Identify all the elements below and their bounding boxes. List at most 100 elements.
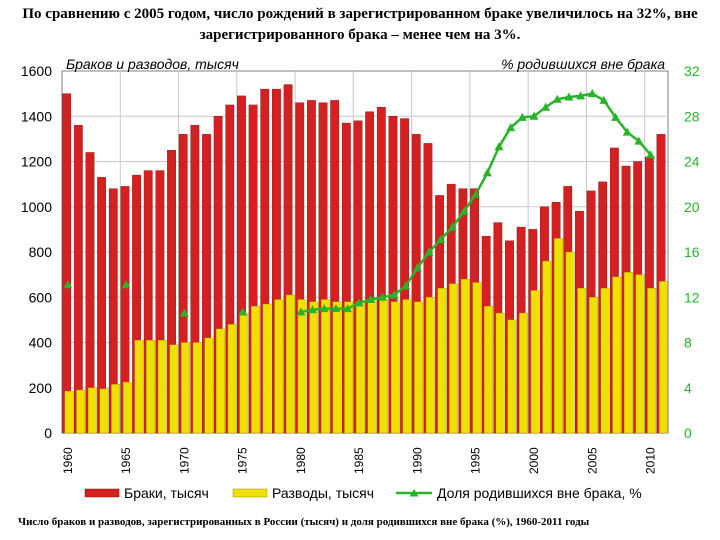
point-out-of-wedlock xyxy=(179,308,189,317)
point-out-of-wedlock xyxy=(354,298,364,307)
x-tick-label: 1960 xyxy=(61,447,75,474)
legend-label-marriages: Браки, тысяч xyxy=(124,485,209,501)
point-out-of-wedlock xyxy=(552,94,562,103)
bar-divorces xyxy=(600,288,610,434)
bars xyxy=(62,84,668,434)
y-left-tick-label: 200 xyxy=(29,380,53,396)
bar-divorces xyxy=(297,299,307,434)
x-tick-label: 1970 xyxy=(177,447,191,474)
slide-title: По сравнению с 2005 годом, число рождени… xyxy=(22,6,698,43)
bar-divorces xyxy=(414,301,424,434)
legend-label-out-of-wedlock: Доля родившихся вне брака, % xyxy=(437,485,642,501)
bar-divorces xyxy=(216,328,225,434)
out-of-wedlock-line xyxy=(63,89,656,317)
legend-swatch-marriages xyxy=(84,488,120,498)
y-left-tick-label: 1000 xyxy=(21,199,52,215)
bar-divorces xyxy=(204,337,214,434)
bar-divorces xyxy=(274,299,284,434)
point-out-of-wedlock xyxy=(319,304,329,313)
x-tick-label: 1995 xyxy=(469,447,483,474)
bar-divorces xyxy=(449,283,458,434)
bar-divorces xyxy=(379,299,389,434)
bar-marriages xyxy=(73,125,83,434)
right-axis-title: % родившихся вне брака xyxy=(501,56,665,72)
point-out-of-wedlock xyxy=(611,112,621,121)
x-tick-label: 1980 xyxy=(294,447,308,474)
point-out-of-wedlock xyxy=(343,304,353,313)
bar-divorces xyxy=(425,297,435,434)
bar-divorces xyxy=(495,312,505,434)
bar-divorces xyxy=(239,312,249,434)
bar-divorces xyxy=(146,340,155,434)
point-out-of-wedlock xyxy=(564,92,574,101)
point-out-of-wedlock xyxy=(541,102,551,111)
legend-label-divorces: Разводы, тысяч xyxy=(272,485,374,501)
y-right-tick-label: 28 xyxy=(684,108,700,124)
point-out-of-wedlock xyxy=(494,142,504,151)
bar-divorces xyxy=(87,387,97,434)
point-out-of-wedlock xyxy=(401,281,411,290)
point-out-of-wedlock xyxy=(634,136,644,145)
x-tick-label: 1990 xyxy=(410,447,424,474)
y-left-tick-label: 0 xyxy=(44,425,52,441)
bar-divorces xyxy=(134,340,144,434)
bar-divorces xyxy=(577,288,587,434)
bar-divorces xyxy=(99,388,109,434)
bar-divorces xyxy=(367,299,377,434)
x-tick-label: 2000 xyxy=(527,447,541,474)
bar-divorces xyxy=(437,288,447,434)
bar-divorces xyxy=(262,303,272,434)
bar-divorces xyxy=(344,301,354,434)
bar-divorces xyxy=(76,389,86,434)
bar-divorces xyxy=(157,340,167,434)
x-tick-label: 1975 xyxy=(236,447,250,474)
chart-caption: Число браков и разводов, зарегистрирован… xyxy=(18,516,590,528)
bar-divorces xyxy=(181,342,190,434)
bar-divorces xyxy=(484,306,493,434)
bar-divorces xyxy=(460,278,470,434)
point-out-of-wedlock xyxy=(389,290,399,299)
point-out-of-wedlock xyxy=(587,89,597,98)
bar-divorces xyxy=(658,281,668,434)
x-tick-label: 1965 xyxy=(119,447,133,474)
left-axis-title: Браков и разводов, тысяч xyxy=(66,56,239,72)
bar-divorces xyxy=(472,282,482,434)
x-tick-label: 2005 xyxy=(585,447,599,474)
y-left-tick-label: 800 xyxy=(29,244,53,260)
bar-divorces xyxy=(647,288,657,434)
point-out-of-wedlock xyxy=(308,305,318,314)
point-out-of-wedlock xyxy=(506,123,516,132)
x-tick-label: 2010 xyxy=(644,447,658,474)
bar-divorces xyxy=(64,390,74,434)
y-left-tick-label: 1200 xyxy=(21,154,52,170)
y-right-tick-label: 20 xyxy=(684,199,700,215)
bar-divorces xyxy=(111,384,121,434)
bar-divorces xyxy=(355,301,365,434)
bar-divorces xyxy=(309,301,319,434)
point-out-of-wedlock xyxy=(331,304,341,313)
bar-divorces xyxy=(612,276,622,434)
legend-triangle-marker xyxy=(409,489,419,497)
y-left-tick-label: 1600 xyxy=(21,63,52,79)
point-out-of-wedlock xyxy=(412,263,422,272)
y-right-tick-label: 12 xyxy=(684,289,700,305)
bar-divorces xyxy=(565,251,575,434)
y-right-tick-label: 0 xyxy=(684,425,692,441)
point-out-of-wedlock xyxy=(436,235,446,244)
bar-divorces xyxy=(227,324,237,434)
point-out-of-wedlock xyxy=(447,222,457,231)
point-out-of-wedlock xyxy=(599,95,609,104)
point-out-of-wedlock xyxy=(121,280,131,289)
point-out-of-wedlock xyxy=(529,111,539,120)
bar-divorces xyxy=(554,238,563,434)
x-tick-label: 1985 xyxy=(352,447,366,474)
bar-divorces xyxy=(519,312,528,434)
bar-marriages xyxy=(62,93,72,434)
point-out-of-wedlock xyxy=(366,295,376,304)
bar-divorces xyxy=(542,260,552,434)
y-left-tick-label: 1400 xyxy=(21,108,52,124)
bar-divorces xyxy=(623,272,633,434)
legend-swatch-divorces xyxy=(232,488,268,498)
y-right-tick-label: 32 xyxy=(684,63,700,79)
